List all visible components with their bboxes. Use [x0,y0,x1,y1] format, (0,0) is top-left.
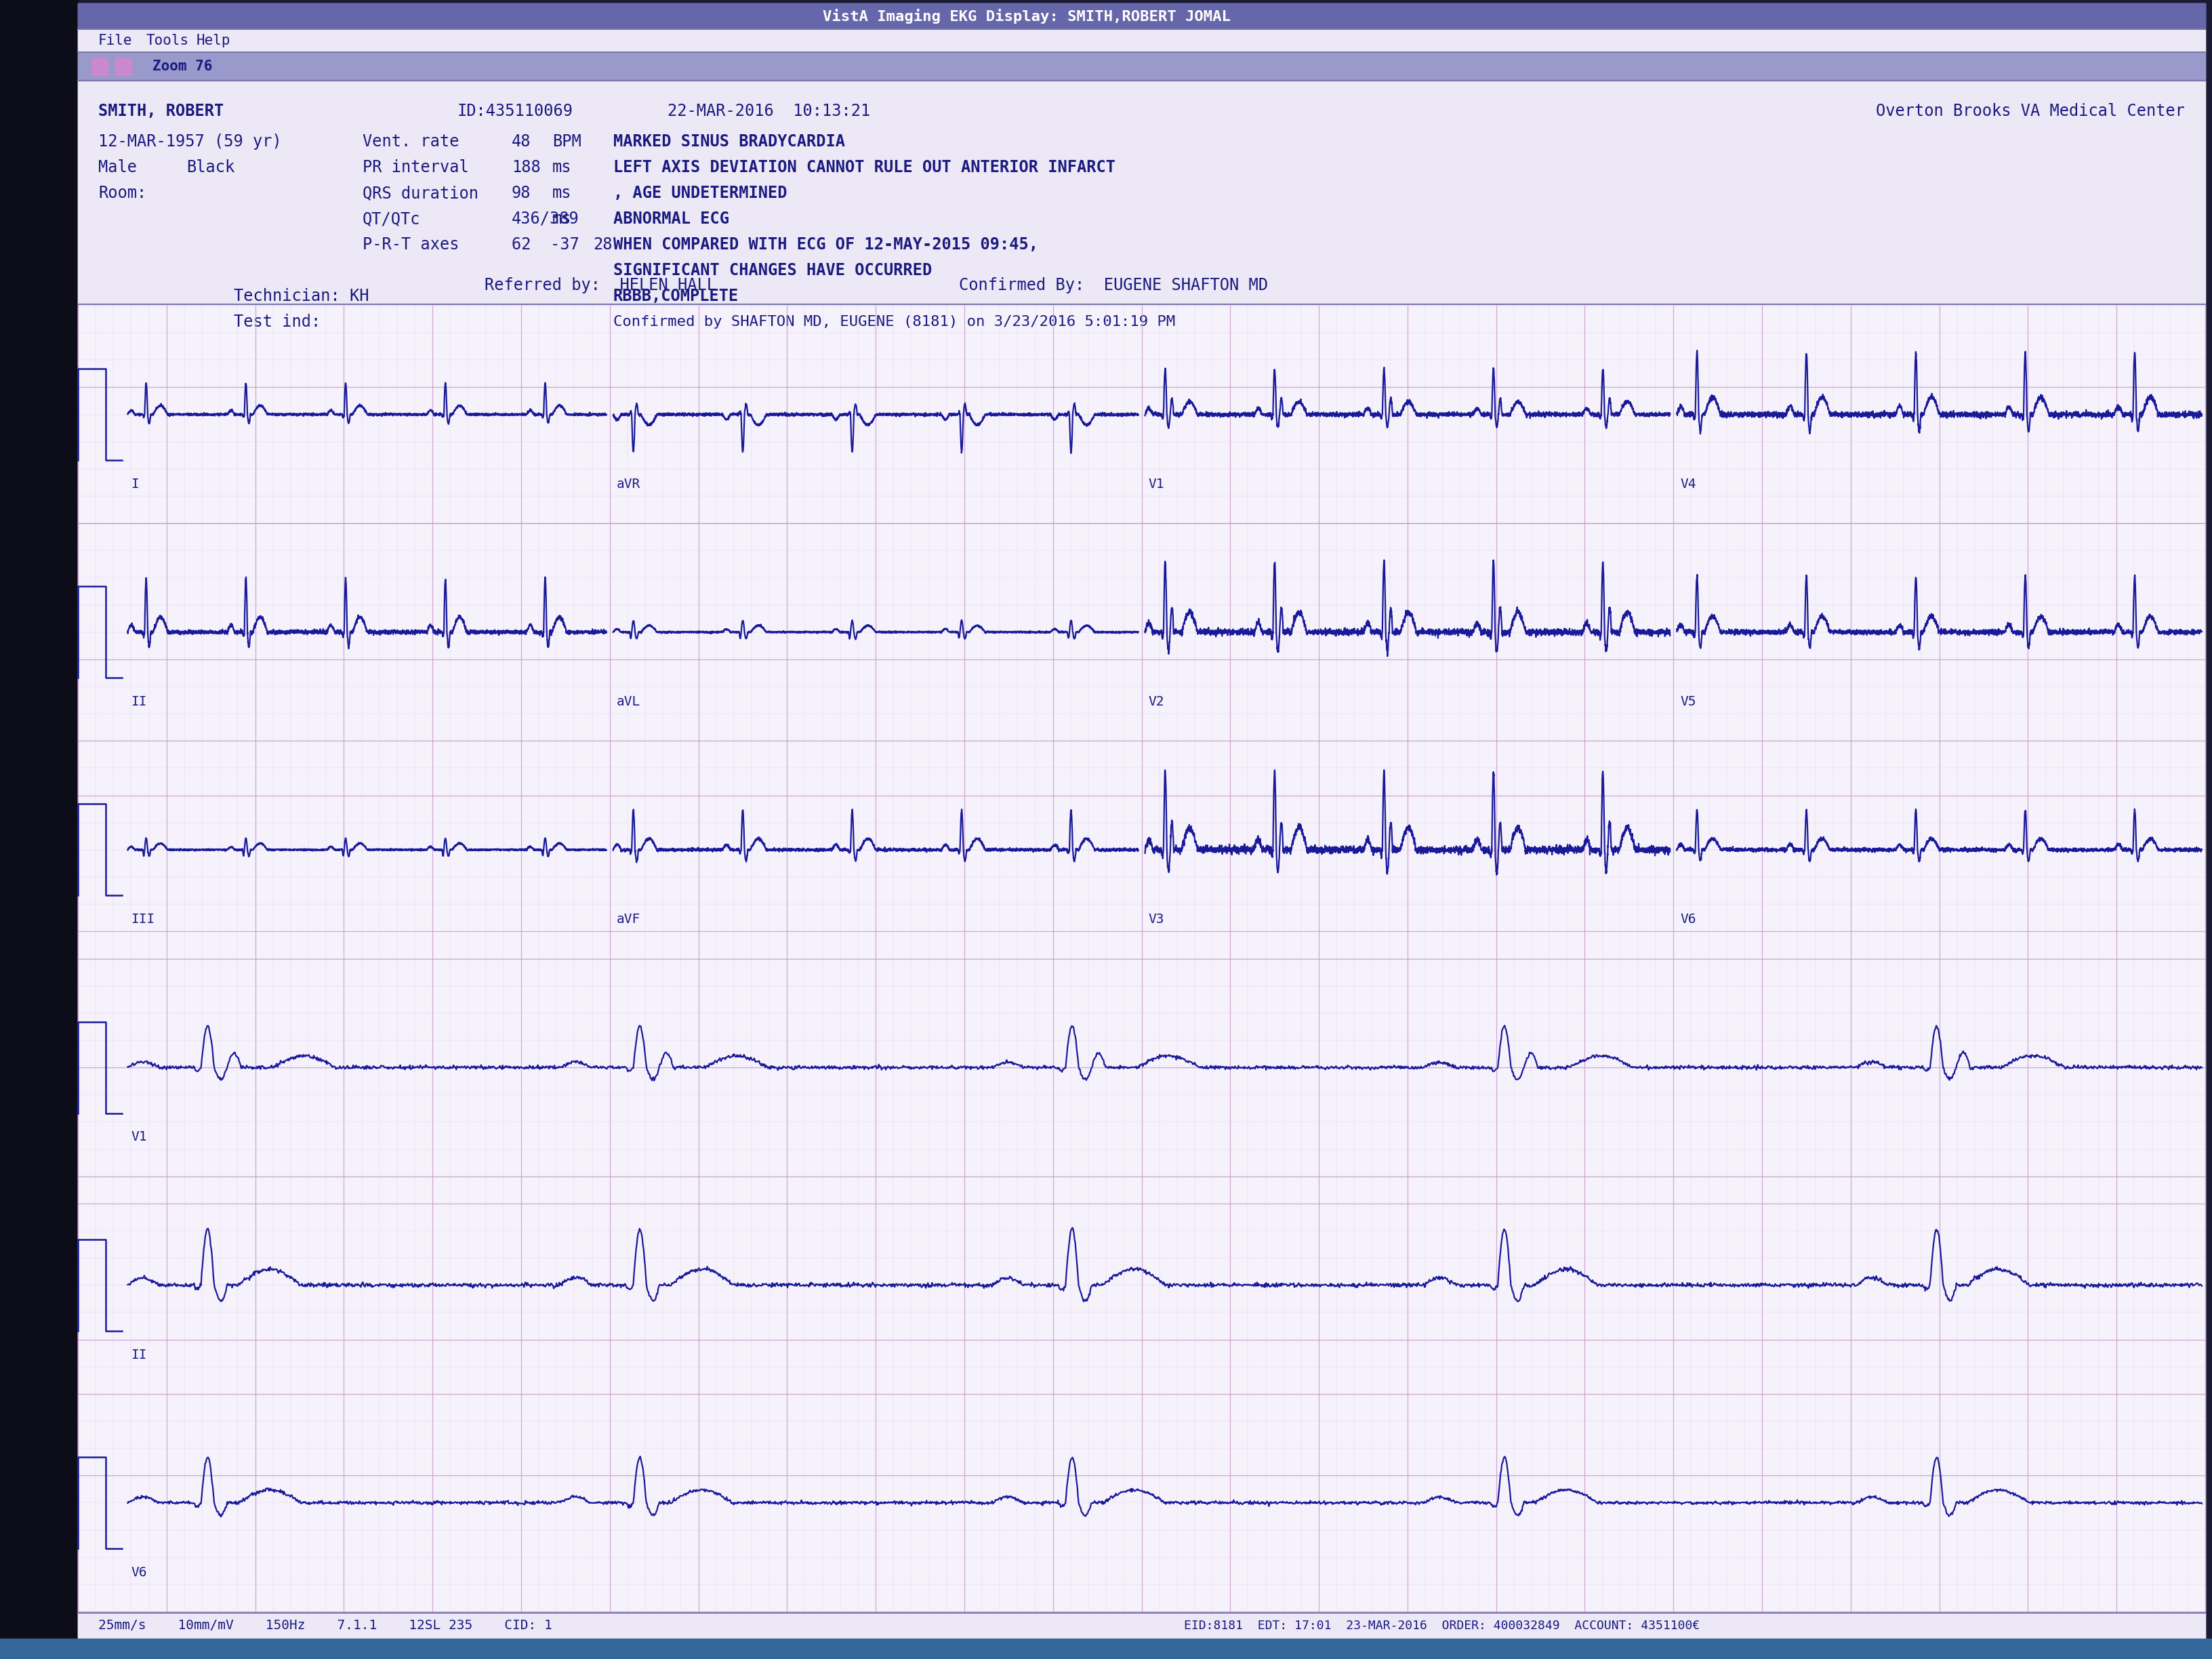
Text: QT/QTc: QT/QTc [363,211,420,227]
Text: MARKED SINUS BRADYCARDIA: MARKED SINUS BRADYCARDIA [613,133,845,149]
Text: VistA Imaging EKG Display: SMITH,ROBERT JOMAL: VistA Imaging EKG Display: SMITH,ROBERT … [823,8,1230,23]
Bar [0,0,77,1659]
Text: V1: V1 [1148,478,1164,491]
Bar [77,51,2205,81]
Text: 28: 28 [593,237,613,252]
Bar [77,1613,2205,1639]
Text: 22-MAR-2016  10:13:21: 22-MAR-2016 10:13:21 [668,103,869,119]
Text: ms: ms [553,211,571,227]
Text: V4: V4 [1681,478,1697,491]
Text: Referred by:  HELEN HALL: Referred by: HELEN HALL [484,277,717,294]
Text: RBBB,COMPLETE: RBBB,COMPLETE [613,289,739,304]
Text: BPM: BPM [553,133,582,149]
Text: 436/389: 436/389 [511,211,580,227]
Text: SMITH, ROBERT: SMITH, ROBERT [97,103,223,119]
Text: aVF: aVF [617,912,641,926]
Text: Technician: KH: Technician: KH [234,289,369,304]
Text: 188: 188 [511,159,540,176]
Text: 62  -37: 62 -37 [511,237,580,252]
Text: File: File [97,33,133,48]
Bar [0,1639,2212,1659]
Bar [77,81,2205,304]
Text: Vent. rate: Vent. rate [363,133,460,149]
Text: , AGE UNDETERMINED: , AGE UNDETERMINED [613,186,787,201]
Text: 98: 98 [511,186,531,201]
Bar [91,58,108,75]
Text: 12-MAR-1957 (59 yr): 12-MAR-1957 (59 yr) [97,133,281,149]
Text: V2: V2 [1148,695,1164,708]
Text: Confirmed by SHAFTON MD, EUGENE (8181) on 3/23/2016 5:01:19 PM: Confirmed by SHAFTON MD, EUGENE (8181) o… [613,315,1175,328]
Text: aVR: aVR [617,478,641,491]
Text: QRS duration: QRS duration [363,186,478,201]
Text: Tools: Tools [146,33,188,48]
Text: ms: ms [553,186,571,201]
Text: I: I [131,478,139,491]
Text: ABNORMAL ECG: ABNORMAL ECG [613,211,730,227]
Text: Overton Brooks VA Medical Center: Overton Brooks VA Medical Center [1876,103,2185,119]
Text: III: III [131,912,155,926]
Text: WHEN COMPARED WITH ECG OF 12-MAY-2015 09:45,: WHEN COMPARED WITH ECG OF 12-MAY-2015 09… [613,237,1037,252]
Text: Help: Help [197,33,230,48]
Bar [77,305,2205,1611]
Text: ID:435110069: ID:435110069 [458,103,573,119]
Bar [77,3,2205,30]
Text: P-R-T axes: P-R-T axes [363,237,460,252]
Text: LEFT AXIS DEVIATION CANNOT RULE OUT ANTERIOR INFARCT: LEFT AXIS DEVIATION CANNOT RULE OUT ANTE… [613,159,1115,176]
Text: V6: V6 [1681,912,1697,926]
Text: V1: V1 [131,1131,146,1143]
Text: Black: Black [186,159,234,176]
Text: ms: ms [553,159,571,176]
Text: PR interval: PR interval [363,159,469,176]
Text: Male: Male [97,159,137,176]
Bar [115,58,131,75]
Text: Test ind:: Test ind: [234,314,321,330]
Text: 25mm/s    10mm/mV    150Hz    7.1.1    12SL 235    CID: 1: 25mm/s 10mm/mV 150Hz 7.1.1 12SL 235 CID:… [97,1619,553,1632]
Text: II: II [131,695,146,708]
Text: Room:: Room: [97,186,146,201]
Text: EID:8181  EDT: 17:01  23-MAR-2016  ORDER: 400032849  ACCOUNT: 4351100€: EID:8181 EDT: 17:01 23-MAR-2016 ORDER: 4… [1183,1619,1701,1632]
Text: V5: V5 [1681,695,1697,708]
Text: 48: 48 [511,133,531,149]
Text: Confirmed By:  EUGENE SHAFTON MD: Confirmed By: EUGENE SHAFTON MD [960,277,1267,294]
Text: V6: V6 [131,1566,146,1579]
Text: V3: V3 [1148,912,1164,926]
Text: Zoom 76: Zoom 76 [153,60,212,73]
Text: aVL: aVL [617,695,641,708]
Bar [77,30,2205,51]
Text: II: II [131,1349,146,1360]
Text: SIGNIFICANT CHANGES HAVE OCCURRED: SIGNIFICANT CHANGES HAVE OCCURRED [613,262,931,279]
